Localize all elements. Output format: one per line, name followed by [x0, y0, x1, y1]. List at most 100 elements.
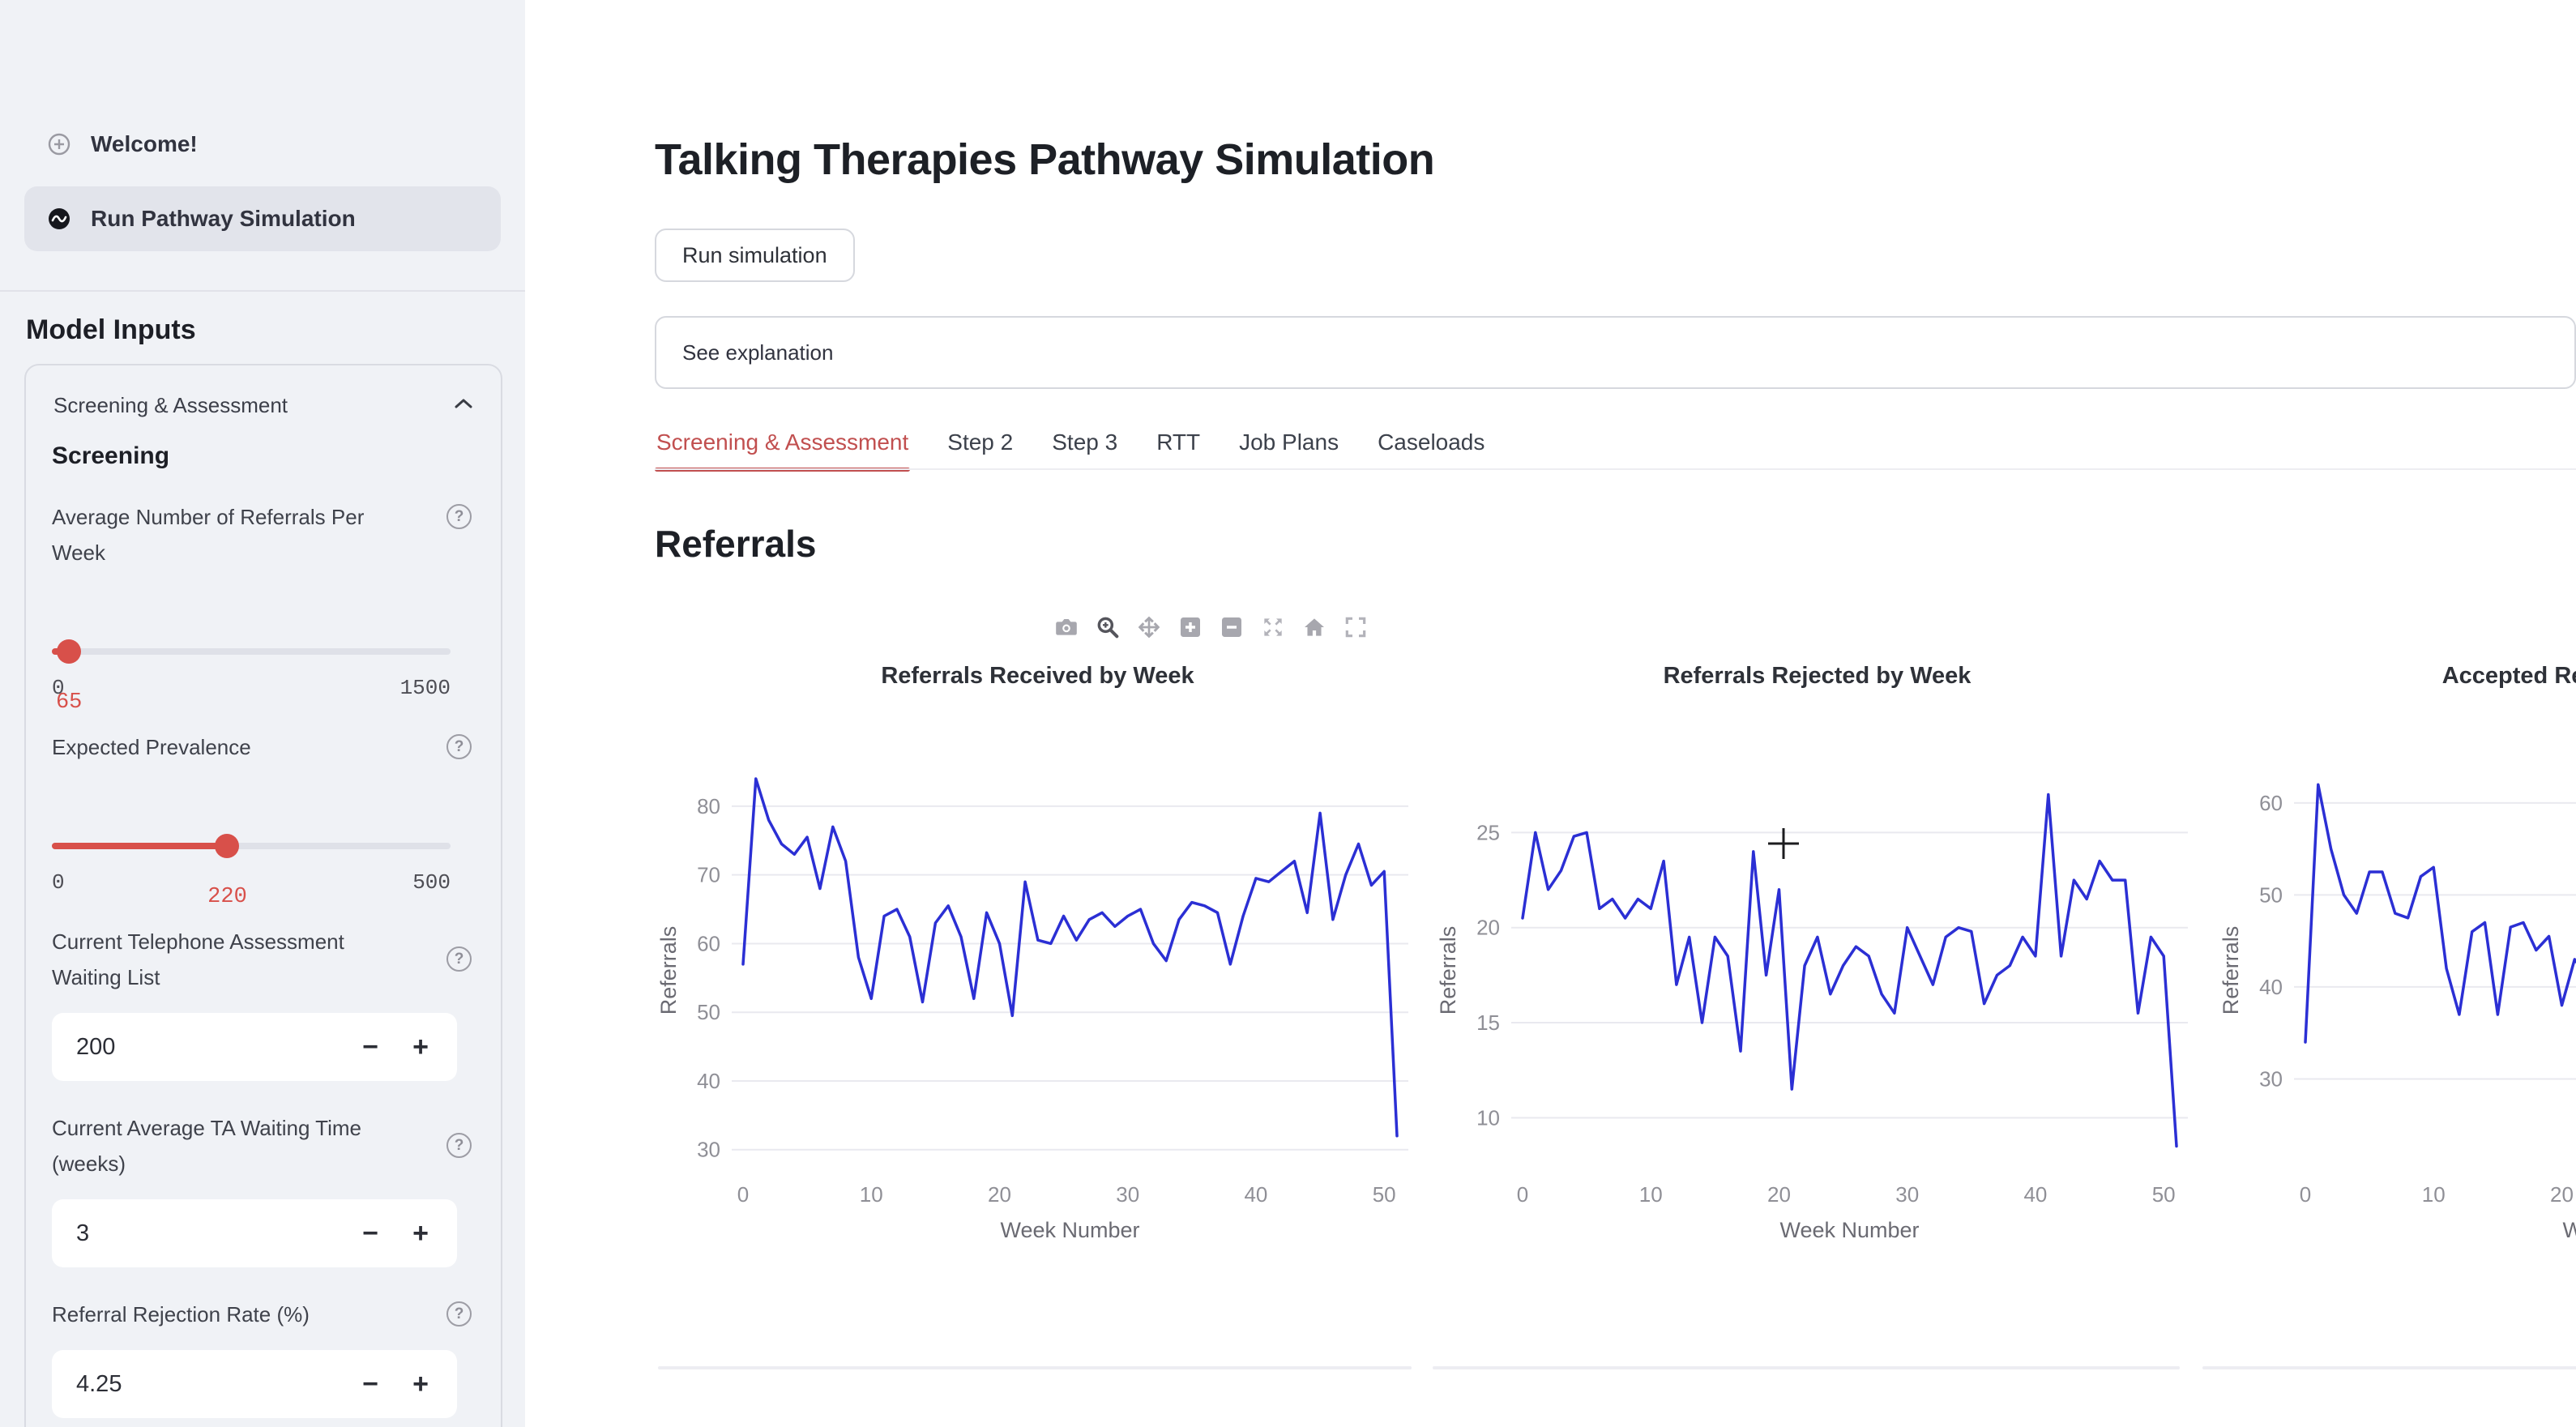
help-icon[interactable]: ?	[446, 1133, 472, 1158]
tab-rtt[interactable]: RTT	[1156, 429, 1201, 455]
svg-text:40: 40	[2259, 975, 2283, 999]
svg-text:25: 25	[1476, 820, 1500, 844]
svg-text:50: 50	[2152, 1182, 2176, 1207]
chart-title: Referrals Received by Week	[881, 663, 1194, 689]
svg-text:40: 40	[1244, 1182, 1267, 1207]
increment-button[interactable]: +	[395, 1208, 446, 1258]
line-plot[interactable]: 30 40 50 60 70 80 0 10 20 30 40 50 Week Number Referr…	[655, 705, 1420, 1272]
help-icon[interactable]: ?	[446, 946, 472, 972]
svg-text:20: 20	[988, 1182, 1011, 1207]
referrals-received-chart[interactable]: Referrals Received by Week 30 40 50 60 70 80 0…	[655, 658, 1420, 1298]
chevron-up-icon	[454, 398, 473, 413]
see-explanation-expander[interactable]: See explanation	[655, 316, 2576, 389]
zoom-icon[interactable]	[1093, 613, 1122, 642]
autoscale-icon[interactable]	[1258, 613, 1288, 642]
sidebar-item-welcome[interactable]: Welcome!	[24, 118, 501, 170]
increment-button[interactable]: +	[395, 1022, 446, 1072]
decrement-button[interactable]: −	[345, 1359, 395, 1409]
tab-step-2[interactable]: Step 2	[947, 429, 1014, 455]
svg-text:50: 50	[2259, 882, 2283, 907]
chart-divider	[1433, 1366, 2180, 1369]
sidebar: Welcome! Run Pathway Simulation Model In…	[0, 0, 525, 1427]
accepted-referrals-chart[interactable]: Accepted Referrals by Week 30 40 50 60 0 10 20…	[2217, 658, 2576, 1298]
help-icon[interactable]: ?	[446, 504, 472, 529]
number-input[interactable]: 200 − +	[52, 1013, 457, 1081]
camera-icon[interactable]	[1052, 613, 1081, 642]
slider-track[interactable]	[52, 639, 451, 664]
fullscreen-icon[interactable]	[1341, 613, 1370, 642]
sidebar-item-run-pathway-simulation[interactable]: Run Pathway Simulation	[24, 186, 501, 251]
svg-text:50: 50	[1373, 1182, 1396, 1207]
tab-caseloads[interactable]: Caseloads	[1378, 429, 1485, 455]
svg-text:20: 20	[1767, 1182, 1791, 1207]
slider-label: Expected Prevalence	[52, 735, 251, 759]
svg-text:40: 40	[697, 1069, 720, 1093]
tab-screening-assessment[interactable]: Screening & Assessment	[655, 429, 911, 472]
slider-current-value: 220	[207, 885, 247, 909]
number-input-value[interactable]: 3	[76, 1220, 90, 1246]
svg-text:30: 30	[1116, 1182, 1139, 1207]
svg-text:0: 0	[737, 1182, 749, 1207]
expander-label: Screening & Assessment	[53, 393, 288, 417]
rejection-rate-input-group: Referral Rejection Rate (%) ? 4.25 − +	[52, 1297, 475, 1418]
main-content: Talking Therapies Pathway Simulation Run…	[525, 0, 2576, 1427]
number-input[interactable]: 4.25 − +	[52, 1350, 457, 1418]
svg-text:20: 20	[2550, 1182, 2574, 1207]
zoom-in-icon[interactable]	[1176, 613, 1205, 642]
svg-text:10: 10	[2422, 1182, 2446, 1207]
number-input-value[interactable]: 4.25	[76, 1370, 122, 1397]
zoom-out-icon[interactable]	[1217, 613, 1246, 642]
svg-text:60: 60	[697, 931, 720, 955]
svg-text:0: 0	[2300, 1182, 2311, 1207]
tab-job-plans[interactable]: Job Plans	[1239, 429, 1339, 455]
expander-header[interactable]: Screening & Assessment	[52, 390, 475, 418]
svg-text:60: 60	[2259, 791, 2283, 815]
model-inputs-heading: Model Inputs	[26, 314, 196, 345]
input-label: Current Telephone Assessment Waiting Lis…	[52, 929, 344, 989]
tab-bar: Screening & Assessment Step 2 Step 3 RTT…	[655, 429, 1486, 472]
number-input[interactable]: 3 − +	[52, 1199, 457, 1267]
expected-prevalence-slider-group: Expected Prevalence ? 220 0 500	[52, 729, 475, 909]
tab-step-3[interactable]: Step 3	[1052, 429, 1118, 455]
sidebar-divider	[0, 290, 525, 292]
svg-text:70: 70	[697, 863, 720, 887]
screening-heading: Screening	[52, 442, 170, 469]
svg-text:Referrals: Referrals	[656, 926, 681, 1015]
slider-current-value: 65	[55, 690, 83, 715]
reset-home-icon[interactable]	[1300, 613, 1329, 642]
slider-track[interactable]	[52, 834, 451, 858]
circle-plus-icon	[45, 130, 73, 158]
sidebar-item-label: Welcome!	[91, 131, 198, 156]
slider-thumb[interactable]	[57, 639, 82, 664]
svg-text:10: 10	[860, 1182, 883, 1207]
number-input-value[interactable]: 200	[76, 1033, 116, 1060]
input-label: Current Average TA Waiting Time (weeks)	[52, 1116, 361, 1176]
run-simulation-button[interactable]: Run simulation	[655, 229, 855, 282]
help-icon[interactable]: ?	[446, 734, 472, 759]
slider-min: 0	[52, 676, 65, 700]
increment-button[interactable]: +	[395, 1359, 446, 1409]
help-icon[interactable]: ?	[446, 1301, 472, 1327]
decrement-button[interactable]: −	[345, 1208, 395, 1258]
page-title: Talking Therapies Pathway Simulation	[655, 135, 1435, 184]
referrals-rejected-chart[interactable]: Referrals Rejected by Week 10 15 20 25 0 10 20…	[1434, 658, 2200, 1298]
pan-icon[interactable]	[1134, 613, 1164, 642]
svg-text:80: 80	[697, 794, 720, 818]
svg-text:40: 40	[2023, 1182, 2047, 1207]
svg-text:20: 20	[1476, 916, 1500, 940]
line-plot[interactable]: 10 15 20 25 0 10 20 30 40 50 Week Number Referrals	[1434, 705, 2200, 1272]
chart-title: Referrals Rejected by Week	[1663, 663, 1972, 689]
slider-range: 0 500	[52, 870, 451, 895]
screening-assessment-expander: Screening & Assessment Screening Average…	[24, 364, 502, 1427]
chart-divider	[658, 1366, 1412, 1369]
sidebar-nav: Welcome! Run Pathway Simulation	[0, 0, 525, 251]
svg-text:10: 10	[1639, 1182, 1663, 1207]
sidebar-item-label: Run Pathway Simulation	[91, 206, 356, 231]
slider-thumb[interactable]	[215, 834, 240, 858]
decrement-button[interactable]: −	[345, 1022, 395, 1072]
referrals-per-week-slider-group: Average Number of Referrals Per Week ? 6…	[52, 499, 475, 715]
slider-min: 0	[52, 870, 65, 895]
svg-text:Referrals: Referrals	[2219, 926, 2243, 1015]
